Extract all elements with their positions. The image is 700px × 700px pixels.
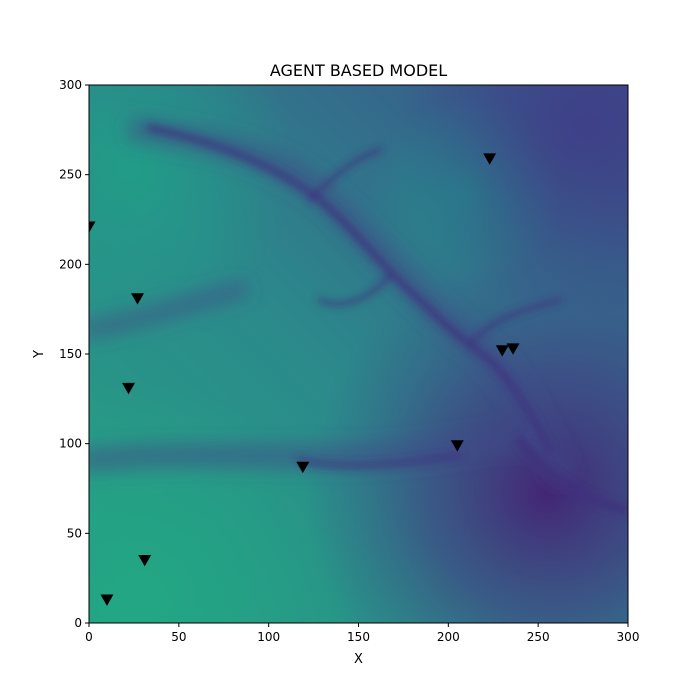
y-axis-label: Y [32, 350, 47, 359]
x-axis: 0 50 100 150 200 250 300 [85, 623, 639, 644]
y-tick-label: 150 [59, 347, 82, 361]
agent-marker [483, 153, 497, 165]
y-tick-label: 200 [59, 257, 82, 271]
y-tick-label: 50 [67, 526, 82, 540]
y-tick-label: 300 [59, 78, 82, 92]
y-axis: 0 50 100 150 200 250 300 [59, 78, 89, 630]
x-axis-label: X [354, 652, 363, 667]
y-tick-label: 100 [59, 437, 82, 451]
agent-marker [131, 293, 145, 305]
x-tick-label: 300 [617, 630, 640, 644]
agent-marker [296, 461, 310, 474]
x-tick-label: 50 [171, 630, 186, 644]
y-tick-label: 250 [59, 168, 82, 182]
agent-marker [89, 221, 96, 233]
agents-layer [89, 153, 520, 606]
agent-marker [100, 594, 114, 606]
x-tick-label: 150 [347, 630, 370, 644]
agent-marker [495, 345, 509, 357]
x-tick-label: 250 [527, 630, 550, 644]
agent-marker [122, 382, 136, 395]
x-tick-label: 0 [85, 630, 93, 644]
chart-title: AGENT BASED MODEL [270, 61, 447, 80]
y-tick-label: 0 [74, 616, 82, 630]
agent-marker [506, 343, 520, 355]
agent-marker [138, 555, 152, 567]
x-tick-label: 200 [437, 630, 460, 644]
terrain-heatmap [89, 85, 628, 623]
x-tick-label: 100 [257, 630, 280, 644]
agent-marker [450, 440, 464, 452]
